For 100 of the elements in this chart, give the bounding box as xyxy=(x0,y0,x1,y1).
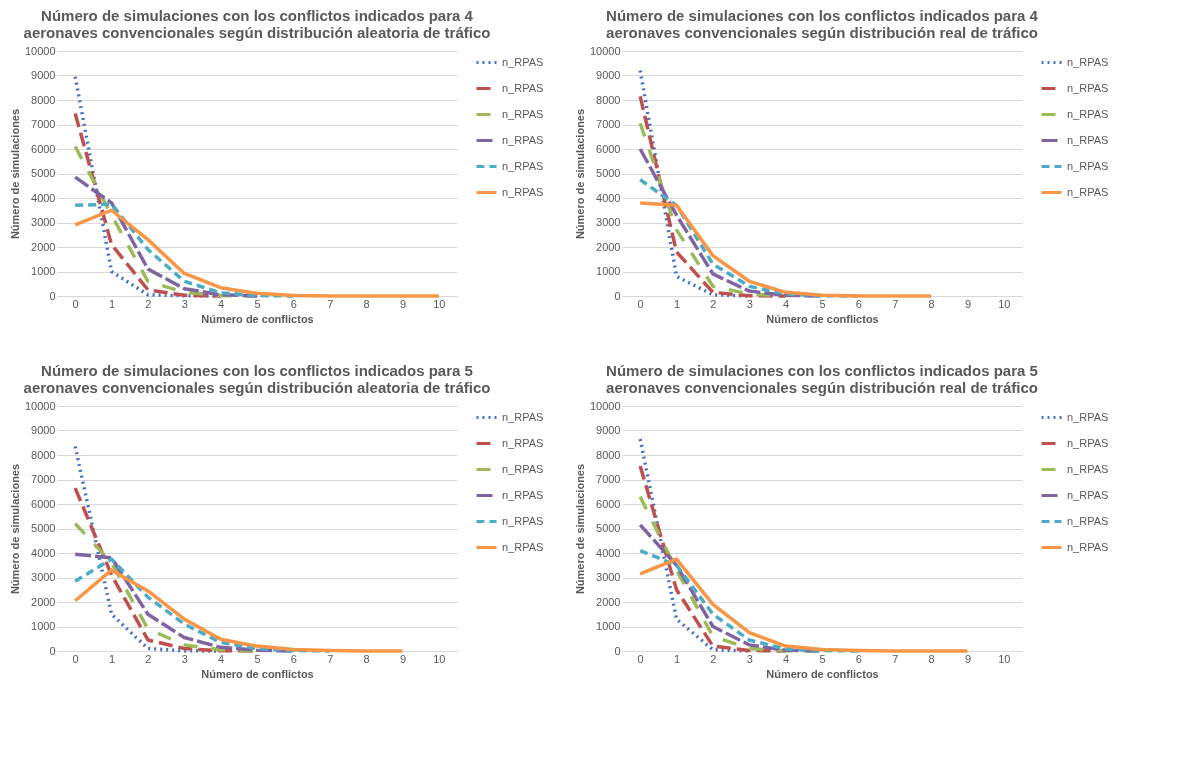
x-tick-label: 7 xyxy=(327,652,334,665)
y-tick-label: 3000 xyxy=(596,216,621,228)
x-tick-label: 9 xyxy=(399,297,407,310)
y-tick-label: 5000 xyxy=(31,167,56,179)
y-tick-label: 7000 xyxy=(596,118,621,130)
y-tick-label: 9000 xyxy=(596,69,621,81)
x-tick-label: 0 xyxy=(637,652,644,665)
legend-label: n_RPAS xyxy=(502,514,544,527)
x-tick-label: 3 xyxy=(181,297,188,310)
y-tick-label: 9000 xyxy=(31,424,56,436)
x-axis-title: Número de conflictos xyxy=(201,667,314,680)
legend-label: n_RPAS xyxy=(1067,81,1109,94)
y-tick-label: 2000 xyxy=(31,595,56,608)
y-tick-label: 0 xyxy=(49,289,56,302)
y-tick-label: 6000 xyxy=(596,497,621,510)
y-tick-label: 0 xyxy=(49,644,56,657)
y-tick-label: 8000 xyxy=(31,93,56,106)
x-tick-label: 4 xyxy=(218,652,225,665)
y-tick-label: 7000 xyxy=(31,473,56,485)
legend-label: n_RPAS xyxy=(502,81,544,94)
x-tick-label: 9 xyxy=(964,297,972,310)
chart-title: Número de simulaciones con los conflictos indicados para 4 aeronaves convencionales según distribución aleatoria de tráfico xyxy=(23,7,491,41)
x-tick-label: 10 xyxy=(998,652,1011,665)
x-tick-label: 8 xyxy=(928,652,935,665)
legend-label: n_RPAS xyxy=(502,436,544,449)
x-tick-label: 9 xyxy=(399,652,407,665)
x-tick-label: 2 xyxy=(710,652,717,665)
line-series xyxy=(638,557,970,653)
y-tick-label: 10000 xyxy=(589,44,621,57)
x-tick-label: 0 xyxy=(637,297,644,310)
x-tick-label: 10 xyxy=(433,652,446,665)
y-tick-label: 8000 xyxy=(596,93,621,106)
legend-label: n_RPAS xyxy=(1067,462,1109,475)
y-tick-label: 2000 xyxy=(596,595,621,608)
y-tick-label: 0 xyxy=(614,289,621,302)
x-tick-label: 10 xyxy=(433,297,446,310)
x-tick-label: 6 xyxy=(290,652,297,665)
legend-label: n_RPAS xyxy=(502,540,544,553)
y-tick-label: 3000 xyxy=(596,571,621,583)
x-tick-label: 1 xyxy=(673,297,681,310)
y-tick-label: 6000 xyxy=(596,142,621,155)
y-tick-label: 1000 xyxy=(596,265,621,277)
x-tick-label: 1 xyxy=(108,652,116,665)
legend-label: n_RPAS xyxy=(1067,159,1109,172)
y-tick-label: 2000 xyxy=(596,240,621,253)
y-tick-label: 0 xyxy=(614,644,621,657)
y-axis-title: Número de simulaciones xyxy=(8,463,21,595)
y-tick-label: 4000 xyxy=(596,191,621,204)
line-series xyxy=(638,201,933,298)
x-tick-label: 5 xyxy=(254,297,261,310)
y-tick-label: 4000 xyxy=(596,546,621,559)
line-series xyxy=(73,568,405,653)
legend-label: n_RPAS xyxy=(1067,55,1109,68)
y-tick-label: 7000 xyxy=(596,473,621,485)
legend-label: n_RPAS xyxy=(1067,185,1109,198)
y-tick-label: 1000 xyxy=(31,620,56,632)
y-axis-title: Número de simulaciones xyxy=(8,108,21,240)
x-tick-label: 3 xyxy=(181,652,188,665)
x-tick-label: 7 xyxy=(892,652,899,665)
y-tick-label: 6000 xyxy=(31,142,56,155)
y-tick-label: 4000 xyxy=(31,191,56,204)
x-axis-title: Número de conflictos xyxy=(766,312,879,325)
x-tick-label: 4 xyxy=(783,652,790,665)
legend-label: n_RPAS xyxy=(1067,436,1109,449)
legend-label: n_RPAS xyxy=(502,107,544,120)
y-tick-label: 5000 xyxy=(596,522,621,534)
x-tick-label: 4 xyxy=(218,297,225,310)
y-tick-label: 9000 xyxy=(596,424,621,436)
x-tick-label: 8 xyxy=(363,652,370,665)
y-tick-label: 9000 xyxy=(31,69,56,81)
chart-title: Número de simulaciones con los conflictos indicados para 5 aeronaves convencionales según distribución aleatoria de tráfico xyxy=(23,362,491,396)
x-tick-label: 2 xyxy=(145,297,152,310)
x-tick-label: 6 xyxy=(290,297,297,310)
x-tick-label: 3 xyxy=(746,297,753,310)
y-tick-label: 7000 xyxy=(31,118,56,130)
x-tick-label: 6 xyxy=(855,297,862,310)
chart-title: Número de simulaciones con los conflictos indicados para 4 aeronaves convencionales según distribución real de tráfico xyxy=(606,7,1039,41)
y-tick-label: 1000 xyxy=(596,620,621,632)
x-axis-title: Número de conflictos xyxy=(766,667,879,680)
y-tick-label: 5000 xyxy=(596,167,621,179)
x-tick-label: 7 xyxy=(892,297,899,310)
y-tick-label: 1000 xyxy=(31,265,56,277)
y-axis-title: Número de simulaciones xyxy=(573,108,586,240)
legend-label: n_RPAS xyxy=(502,410,544,423)
y-tick-label: 8000 xyxy=(596,448,621,461)
legend-label: n_RPAS xyxy=(1067,488,1109,501)
x-tick-label: 9 xyxy=(964,652,972,665)
line-series xyxy=(73,175,259,298)
line-series xyxy=(73,557,332,653)
x-tick-label: 1 xyxy=(108,297,116,310)
line-series xyxy=(73,111,223,298)
legend-label: n_RPAS xyxy=(1067,514,1109,527)
x-tick-label: 5 xyxy=(819,297,826,310)
legend-label: n_RPAS xyxy=(1067,410,1109,423)
legend-label: n_RPAS xyxy=(502,185,544,198)
line-series xyxy=(638,464,788,653)
legend-label: n_RPAS xyxy=(1067,133,1109,146)
x-tick-label: 2 xyxy=(710,297,717,310)
y-tick-label: 5000 xyxy=(31,522,56,534)
y-axis-title: Número de simulaciones xyxy=(573,463,586,595)
